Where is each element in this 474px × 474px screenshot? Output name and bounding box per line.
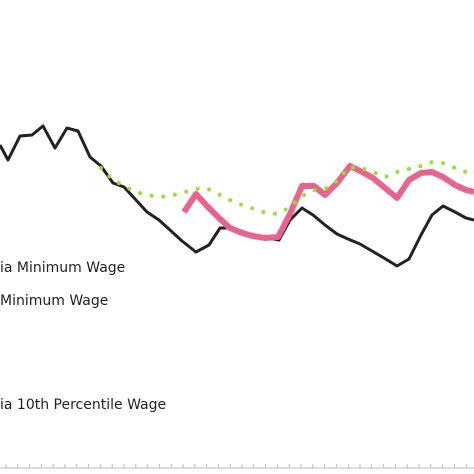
- line: [99, 160, 474, 216]
- label: ia 10th Percentile Wage: [0, 397, 166, 413]
- line: [181, 163, 474, 241]
- label: ia Minimum Wage: [0, 260, 125, 276]
- line: [0, 124, 474, 268]
- x-axis-ticks: [5, 464, 467, 468]
- label: Minimum Wage: [0, 293, 108, 309]
